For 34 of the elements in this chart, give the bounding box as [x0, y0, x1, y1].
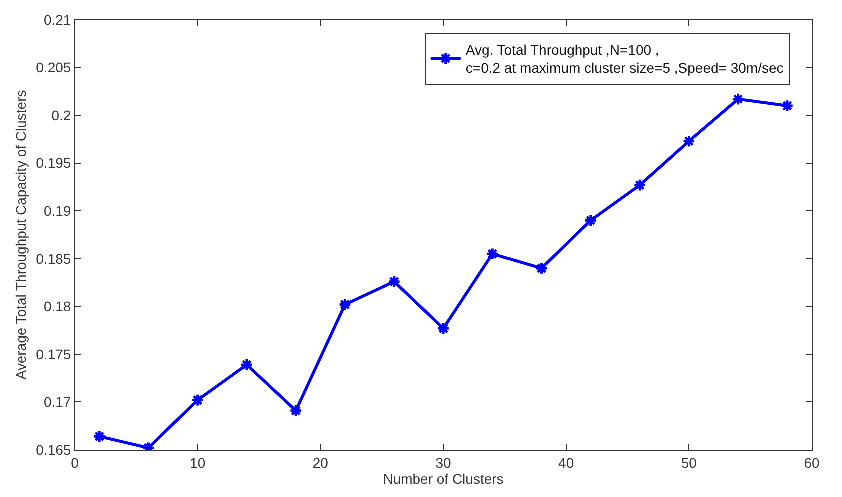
y-tick-label: 0.19: [44, 203, 72, 220]
point: [289, 404, 303, 418]
point: [633, 178, 647, 192]
y-tick-label: 0.195: [36, 155, 72, 172]
point: [338, 298, 352, 312]
x-tick-label: 60: [804, 454, 820, 471]
y-tick-label: 0.17: [44, 394, 72, 410]
point: [486, 247, 500, 261]
y-tick-label: 0.18: [44, 298, 72, 315]
point: [682, 134, 696, 148]
x-tick-label: 50: [681, 454, 698, 471]
point: [584, 214, 598, 228]
point: [732, 92, 745, 106]
x-tick-label: 10: [190, 454, 206, 471]
point: [388, 275, 402, 288]
point: [191, 394, 204, 407]
x-tick-label: 20: [312, 454, 329, 471]
point: [436, 322, 450, 336]
point: [780, 99, 794, 113]
x-axis-title: Number of Clusters: [383, 471, 504, 488]
x-tick-label: 40: [558, 454, 574, 471]
y-tick-label: 0.165: [36, 442, 72, 458]
y-axis-title: Average Total Throughput Capacity of Clusters: [12, 90, 29, 380]
legend-label: Avg. Total Throughput ,N=100 , c=0.2 at maximum cluster size=5 ,Speed= 30m/sec: [466, 42, 784, 76]
y-tick-label: 0.205: [36, 60, 72, 76]
y-tick-label: 0.2: [52, 107, 72, 124]
y-tick-label: 0.21: [44, 12, 72, 28]
y-tick-label: 0.185: [36, 250, 72, 267]
point: [240, 358, 254, 372]
y-tick-label: 0.175: [36, 346, 72, 362]
x-tick-label: 30: [436, 454, 452, 471]
point: [92, 430, 106, 444]
point: [535, 262, 548, 276]
x-tick-label: 0: [71, 454, 80, 471]
